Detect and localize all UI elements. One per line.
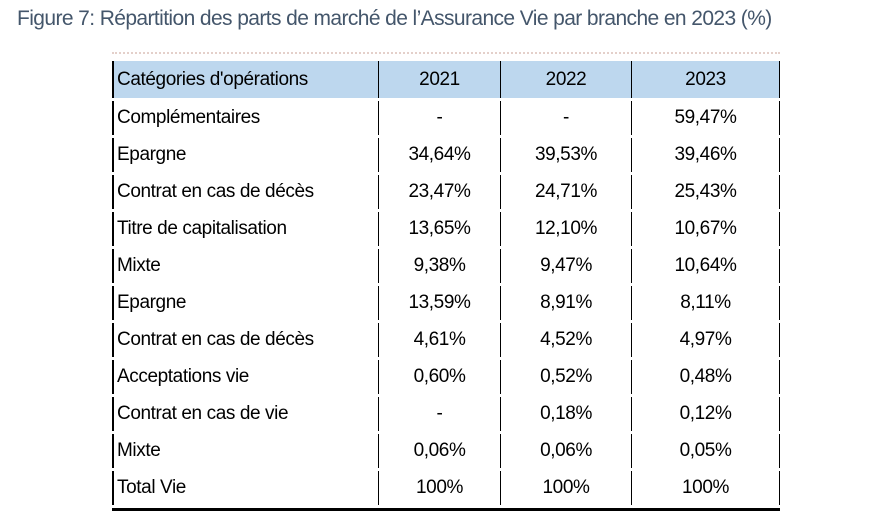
value-cell: 39,53% bbox=[501, 138, 632, 172]
value-cell: 4,97% bbox=[632, 323, 780, 357]
header-row: Catégories d'opérations 2021 2022 2023 bbox=[112, 61, 780, 98]
header-categories: Catégories d'opérations bbox=[112, 61, 379, 98]
value-cell: 0,06% bbox=[501, 434, 632, 468]
value-cell: 23,47% bbox=[379, 175, 501, 209]
category-cell: Titre de capitalisation bbox=[112, 212, 379, 246]
value-cell: 8,11% bbox=[632, 286, 780, 320]
value-cell: 9,47% bbox=[501, 249, 632, 283]
table-wrapper: Catégories d'opérations 2021 2022 2023 C… bbox=[112, 52, 780, 511]
value-cell: 59,47% bbox=[632, 101, 780, 135]
market-share-table: Catégories d'opérations 2021 2022 2023 C… bbox=[112, 58, 780, 508]
value-cell: 4,52% bbox=[501, 323, 632, 357]
value-cell: 100% bbox=[379, 471, 501, 505]
category-cell: Contrat en cas de vie bbox=[112, 397, 379, 431]
table-row: Complémentaires - -59,47% bbox=[112, 101, 780, 135]
category-cell: Total Vie bbox=[112, 471, 379, 505]
value-cell: 13,65% bbox=[379, 212, 501, 246]
value-cell: 100% bbox=[632, 471, 780, 505]
header-year-2021: 2021 bbox=[379, 61, 501, 98]
value-cell: 0,06% bbox=[379, 434, 501, 468]
value-cell: 12,10% bbox=[501, 212, 632, 246]
table-row: Contrat en cas de décès 23,47% 24,71% 25,43… bbox=[112, 175, 780, 209]
table-row: Epargne 13,59% 8,91% 8,11% bbox=[112, 286, 780, 320]
category-cell: Contrat en cas de décès bbox=[112, 175, 379, 209]
header-year-2023: 2023 bbox=[632, 61, 780, 98]
value-cell: 34,64% bbox=[379, 138, 501, 172]
table-row: Epargne 34,64% 39,53% 39,46% bbox=[112, 138, 780, 172]
table-row: Contrat en cas de vie -0,18% 0,12% bbox=[112, 397, 780, 431]
value-cell: - bbox=[379, 397, 501, 431]
value-cell: 24,71% bbox=[501, 175, 632, 209]
category-cell: Mixte bbox=[112, 434, 379, 468]
table-row: Contrat en cas de décès 4,61% 4,52% 4,97% bbox=[112, 323, 780, 357]
value-cell: 8,91% bbox=[501, 286, 632, 320]
table-row: Mixte 0,06% 0,06% 0,05% bbox=[112, 434, 780, 468]
value-cell: 10,67% bbox=[632, 212, 780, 246]
table-row: Acceptations vie 0,60% 0,52% 0,48% bbox=[112, 360, 780, 394]
table-row: Mixte 9,38% 9,47% 10,64% bbox=[112, 249, 780, 283]
figure-title: Figure 7: Répartition des parts de march… bbox=[17, 7, 772, 30]
header-year-2022: 2022 bbox=[501, 61, 632, 98]
value-cell: 0,60% bbox=[379, 360, 501, 394]
value-cell: 9,38% bbox=[379, 249, 501, 283]
value-cell: 0,48% bbox=[632, 360, 780, 394]
category-cell: Contrat en cas de décès bbox=[112, 323, 379, 357]
table-row: Titre de capitalisation 13,65% 12,10% 10,67… bbox=[112, 212, 780, 246]
category-cell: Complémentaires bbox=[112, 101, 379, 135]
value-cell: 13,59% bbox=[379, 286, 501, 320]
category-cell: Mixte bbox=[112, 249, 379, 283]
value-cell: - bbox=[501, 101, 632, 135]
value-cell: - bbox=[379, 101, 501, 135]
value-cell: 25,43% bbox=[632, 175, 780, 209]
value-cell: 0,05% bbox=[632, 434, 780, 468]
table-row: Total Vie 100% 100% 100% bbox=[112, 471, 780, 505]
value-cell: 39,46% bbox=[632, 138, 780, 172]
value-cell: 0,12% bbox=[632, 397, 780, 431]
table-body: Complémentaires - -59,47% Epargne 34,64% 39,5… bbox=[112, 101, 780, 505]
value-cell: 0,52% bbox=[501, 360, 632, 394]
value-cell: 0,18% bbox=[501, 397, 632, 431]
value-cell: 4,61% bbox=[379, 323, 501, 357]
value-cell: 100% bbox=[501, 471, 632, 505]
category-cell: Acceptations vie bbox=[112, 360, 379, 394]
category-cell: Epargne bbox=[112, 138, 379, 172]
value-cell: 10,64% bbox=[632, 249, 780, 283]
category-cell: Epargne bbox=[112, 286, 379, 320]
